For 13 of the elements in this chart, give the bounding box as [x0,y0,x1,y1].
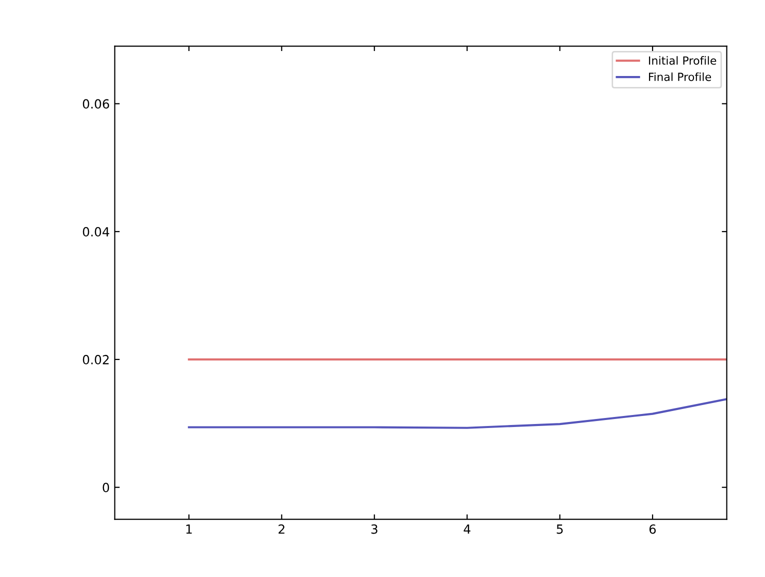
x-tick-label: 5 [556,524,563,534]
y-tick-label: 0.02 [82,354,109,364]
y-tick-label: 0.06 [82,99,110,109]
legend-label: Initial Profile [649,56,716,65]
x-tick-label: 3 [371,524,378,534]
x-tick-label: 4 [464,524,470,534]
y-tick-label: 0.04 [82,227,110,237]
y-tick-label: 0 [102,482,110,492]
x-tick-label: 6 [649,524,656,534]
x-tick-label: 1 [186,524,192,534]
legend-label: Final Profile [649,72,712,82]
x-tick-label: 2 [278,524,284,534]
line-series [188,398,727,429]
